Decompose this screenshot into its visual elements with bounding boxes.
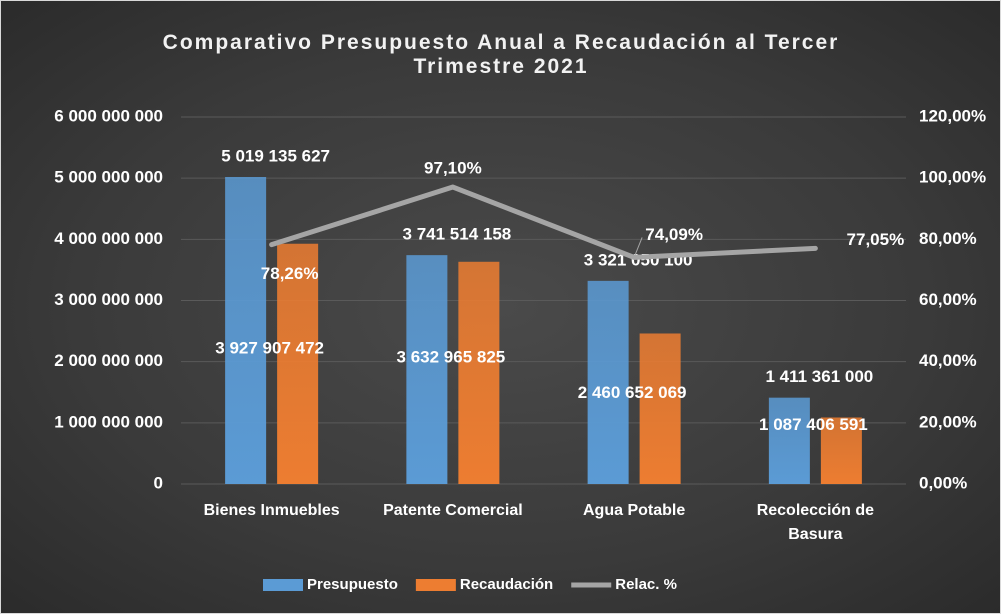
y2-tick-label: 40,00% [919,351,977,370]
line-label: 77,05% [847,230,905,249]
x-tick-label: Recolección de Basura [756,502,875,543]
data-label: 2 460 652 069 [578,383,687,402]
data-label: 1 087 406 591 [759,415,868,434]
bar [820,417,862,484]
chart-title: Comparativo Presupuesto Anual a Recaudac… [162,31,840,78]
line-series [269,184,818,260]
leader-line [633,237,643,258]
legend-label: Recaudación [459,576,554,593]
y2-tick-label: 80,00% [919,229,977,248]
line-label: 74,09% [645,225,703,244]
y-tick-label: 3 000 000 000 [54,290,163,309]
data-label: 1 411 361 000 [765,367,873,386]
line-label: 78,26% [261,264,319,283]
data-label: 3 632 965 825 [397,347,506,366]
x-tick-label: Patente Comercial [383,502,523,519]
x-tick-label: Bienes Inmuebles [203,502,340,519]
y2-tick-label: 20,00% [919,412,977,431]
bar [277,243,319,484]
x-tick-label: Agua Potable [583,502,686,519]
y2-tick-label: 100,00% [919,168,986,187]
y2-tick-label: 0,00% [919,473,967,492]
data-label: 3 741 514 158 [403,225,512,244]
bar [768,397,810,484]
line-label: 97,10% [424,159,482,178]
bar [458,261,500,484]
bar [225,176,267,484]
legend-label: Presupuesto [307,576,398,593]
y-tick-label: 5 000 000 000 [54,168,163,187]
y2-tick-label: 120,00% [919,106,986,125]
bar [406,255,448,484]
y-tick-label: 1 000 000 000 [54,412,163,431]
legend-label: Relac. % [615,576,677,593]
data-label: 5 019 135 627 [221,146,330,165]
y-tick-label: 6 000 000 000 [54,106,163,125]
legend-swatch [415,579,456,591]
bar [587,280,629,484]
data-label: 3 927 907 472 [215,338,324,357]
y-tick-label: 2 000 000 000 [54,351,163,370]
y-tick-label: 0 [154,473,163,492]
y-tick-label: 4 000 000 000 [54,229,163,248]
legend-swatch [263,579,303,591]
y2-tick-label: 60,00% [919,290,977,309]
bar [639,333,681,484]
